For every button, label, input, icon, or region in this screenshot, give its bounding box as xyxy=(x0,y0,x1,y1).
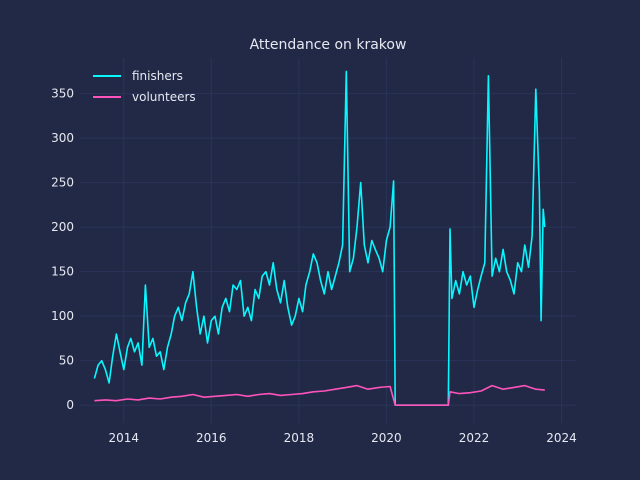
y-tick-label: 50 xyxy=(59,354,74,368)
legend: finishers volunteers xyxy=(93,69,196,104)
x-tick-label: 2022 xyxy=(459,431,490,445)
y-tick-label: 200 xyxy=(51,220,74,234)
x-tick-label: 2018 xyxy=(284,431,315,445)
y-axis-ticks: 0 50 100 150 200 250 300 350 xyxy=(51,87,74,413)
x-tick-label: 2014 xyxy=(108,431,139,445)
series-layer xyxy=(93,70,546,406)
x-axis-ticks: 2014 2016 2018 2020 2022 2024 xyxy=(108,431,576,445)
legend-label-finishers: finishers xyxy=(132,69,183,83)
y-tick-label: 0 xyxy=(66,398,74,412)
y-tick-label: 300 xyxy=(51,131,74,145)
y-tick-label: 100 xyxy=(51,309,74,323)
x-tick-label: 2016 xyxy=(196,431,227,445)
series-line-volunteers xyxy=(94,384,545,406)
series-line-finishers xyxy=(93,70,546,406)
grid xyxy=(80,58,576,423)
chart-title: Attendance on krakow xyxy=(250,37,407,53)
plot-area xyxy=(80,58,576,423)
y-tick-label: 350 xyxy=(51,87,74,101)
x-tick-label: 2024 xyxy=(546,431,577,445)
x-tick-label: 2020 xyxy=(371,431,402,445)
y-tick-label: 250 xyxy=(51,176,74,190)
y-tick-label: 150 xyxy=(51,265,74,279)
legend-label-volunteers: volunteers xyxy=(132,90,196,104)
